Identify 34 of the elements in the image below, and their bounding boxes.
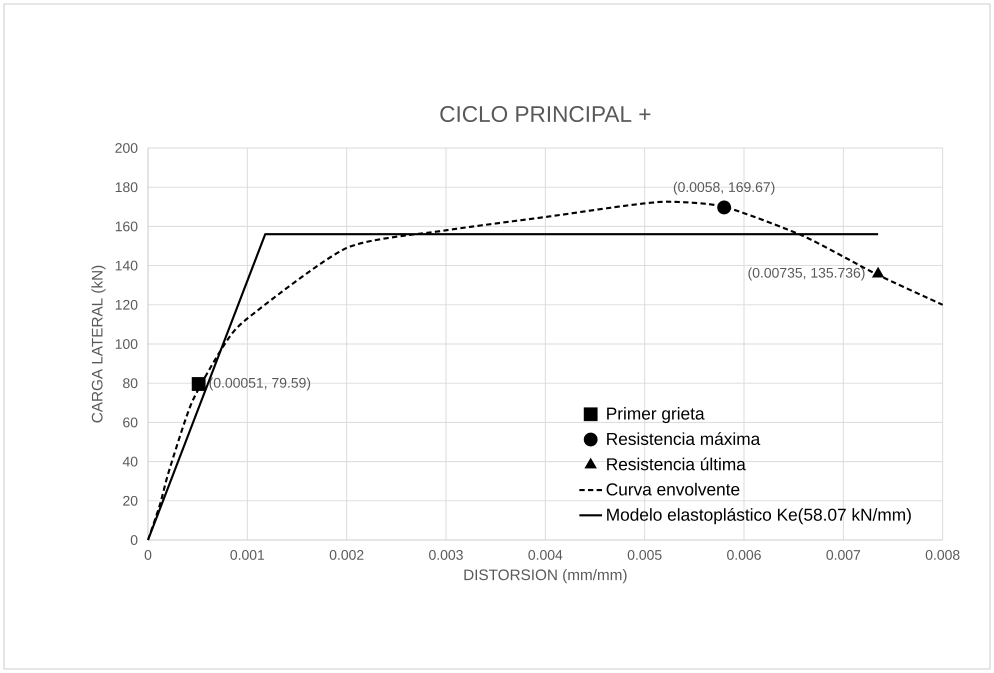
x-tick-label: 0.008 [926, 550, 960, 560]
x-tick-label: 0.006 [727, 550, 761, 560]
x-tick-label: 0.004 [528, 550, 562, 560]
point [872, 267, 884, 278]
y-tick-label: 40 [122, 456, 138, 467]
y-tick-label: 160 [116, 221, 138, 232]
legend-label: Modelo elastoplástico Ke(58.07 kN/mm) [607, 508, 911, 524]
x-tick-label: 0.002 [330, 550, 364, 560]
x-tick-label: 0.005 [628, 550, 662, 560]
legend-label: Resistencia máxima [607, 432, 760, 446]
x-axis-title: DISTORSION (mm/mm) [464, 569, 627, 584]
y-tick-label: 100 [116, 339, 138, 349]
x-tick-label: 0.003 [429, 550, 463, 560]
legend-label: Curva envolvente [606, 482, 740, 496]
y-axis-title: CARGA LATERAL (kN) [91, 266, 106, 422]
legend-label: Primer grieta [607, 407, 705, 424]
y-tick-label: 120 [116, 300, 138, 310]
data-label: (0.00735, 135.736) [748, 267, 865, 280]
point [717, 200, 732, 214]
x-tick-label: 0.001 [230, 550, 264, 560]
data-label: (0.0058, 169.67) [674, 182, 774, 195]
y-tick-label: 60 [123, 417, 138, 428]
legend-label: Resistencia última [607, 457, 746, 470]
y-tick-label: 0 [130, 535, 138, 545]
y-tick-label: 20 [123, 496, 138, 506]
data-label: (0.00051, 79.59) [210, 378, 310, 391]
x-tick-label: 0.007 [826, 550, 860, 560]
y-tick-label: 140 [116, 260, 138, 271]
y-tick-label: 80 [123, 378, 138, 388]
y-tick-label: 200 [115, 143, 138, 153]
y-tick-label: 180 [116, 182, 138, 192]
chart-title: CICLO PRINCIPAL + [440, 106, 650, 122]
x-tick-label: 0 [144, 550, 152, 560]
point [192, 377, 206, 391]
